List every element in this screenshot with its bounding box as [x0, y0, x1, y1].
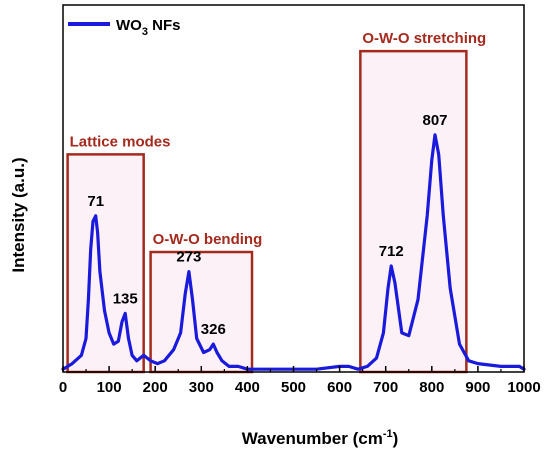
peak-label: 326 — [201, 321, 226, 338]
peak-label: 135 — [113, 290, 138, 307]
region-boxes — [66, 49, 468, 374]
region-label: Lattice modes — [70, 133, 171, 150]
x-axis-title: Wavenumber (cm-1) — [242, 428, 399, 448]
x-tick-label: 1000 — [507, 379, 540, 396]
series-line — [61, 133, 526, 371]
peak-label: 71 — [87, 193, 104, 210]
region-box — [66, 153, 145, 374]
x-tick-label: 900 — [465, 379, 490, 396]
peak-label: 273 — [176, 249, 201, 266]
series-layer — [61, 133, 526, 371]
legend-label: WO3 NFs — [116, 17, 180, 38]
x-tick-label: 100 — [97, 379, 122, 396]
x-tick-label: 400 — [235, 379, 260, 396]
peak-label: 712 — [379, 243, 404, 260]
region-label: O-W-O stretching — [362, 30, 486, 47]
region-box — [149, 250, 254, 374]
x-tick-label: 0 — [59, 379, 67, 396]
x-ticks: 0 100 200 300 400 500 600 700 800 900 1000 — [59, 366, 541, 396]
peak-labels: 71 135 273 326 712 807 — [87, 112, 447, 338]
peak-label: 807 — [423, 112, 448, 129]
x-tick-label: 700 — [373, 379, 398, 396]
region-label: O-W-O bending — [153, 231, 263, 248]
x-tick-label: 800 — [419, 379, 444, 396]
x-tick-label: 300 — [189, 379, 214, 396]
legend: WO3 NFs — [68, 17, 180, 38]
x-tick-label: 600 — [327, 379, 352, 396]
x-tick-label: 500 — [281, 379, 306, 396]
region-box — [359, 49, 468, 374]
y-axis-title: Intensity (a.u.) — [9, 157, 28, 272]
region-labels: Lattice modes O-W-O bending O-W-O stretchi… — [70, 30, 487, 248]
x-tick-label: 200 — [143, 379, 168, 396]
